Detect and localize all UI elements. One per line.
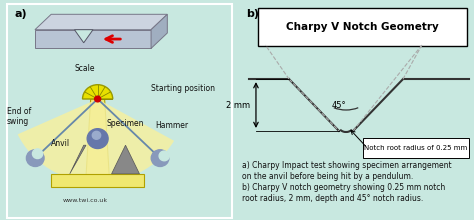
- Text: Notch root radius of 0.25 mm: Notch root radius of 0.25 mm: [365, 145, 467, 151]
- Text: Hammer: Hammer: [155, 121, 189, 130]
- Circle shape: [87, 129, 108, 148]
- Text: End of
swing: End of swing: [7, 107, 31, 126]
- FancyBboxPatch shape: [363, 138, 469, 158]
- Text: Starting position: Starting position: [151, 84, 215, 92]
- Text: a) Charpy Impact test showing specimen arrangement
on the anvil before being hit: a) Charpy Impact test showing specimen a…: [242, 161, 451, 203]
- Polygon shape: [111, 145, 139, 174]
- Text: Specimen: Specimen: [107, 119, 145, 128]
- Polygon shape: [151, 14, 167, 48]
- Wedge shape: [82, 85, 113, 99]
- Text: 2 mm: 2 mm: [226, 101, 250, 110]
- Polygon shape: [86, 99, 109, 176]
- Polygon shape: [70, 145, 86, 174]
- Text: www.twi.co.uk: www.twi.co.uk: [63, 198, 108, 204]
- Circle shape: [92, 131, 100, 139]
- Text: Anvil: Anvil: [51, 139, 70, 147]
- Circle shape: [159, 151, 169, 161]
- Wedge shape: [18, 99, 174, 183]
- FancyBboxPatch shape: [51, 174, 144, 187]
- Polygon shape: [35, 14, 167, 30]
- FancyBboxPatch shape: [258, 8, 467, 46]
- Circle shape: [151, 150, 169, 167]
- Text: Charpy V Notch Geometry: Charpy V Notch Geometry: [286, 22, 439, 32]
- Text: b): b): [246, 9, 259, 19]
- Circle shape: [95, 96, 100, 102]
- Text: a): a): [14, 9, 27, 19]
- Circle shape: [32, 149, 43, 159]
- Polygon shape: [74, 30, 93, 43]
- Circle shape: [27, 150, 44, 167]
- Polygon shape: [35, 30, 151, 48]
- Text: 45°: 45°: [332, 101, 346, 110]
- Text: Scale: Scale: [74, 64, 95, 73]
